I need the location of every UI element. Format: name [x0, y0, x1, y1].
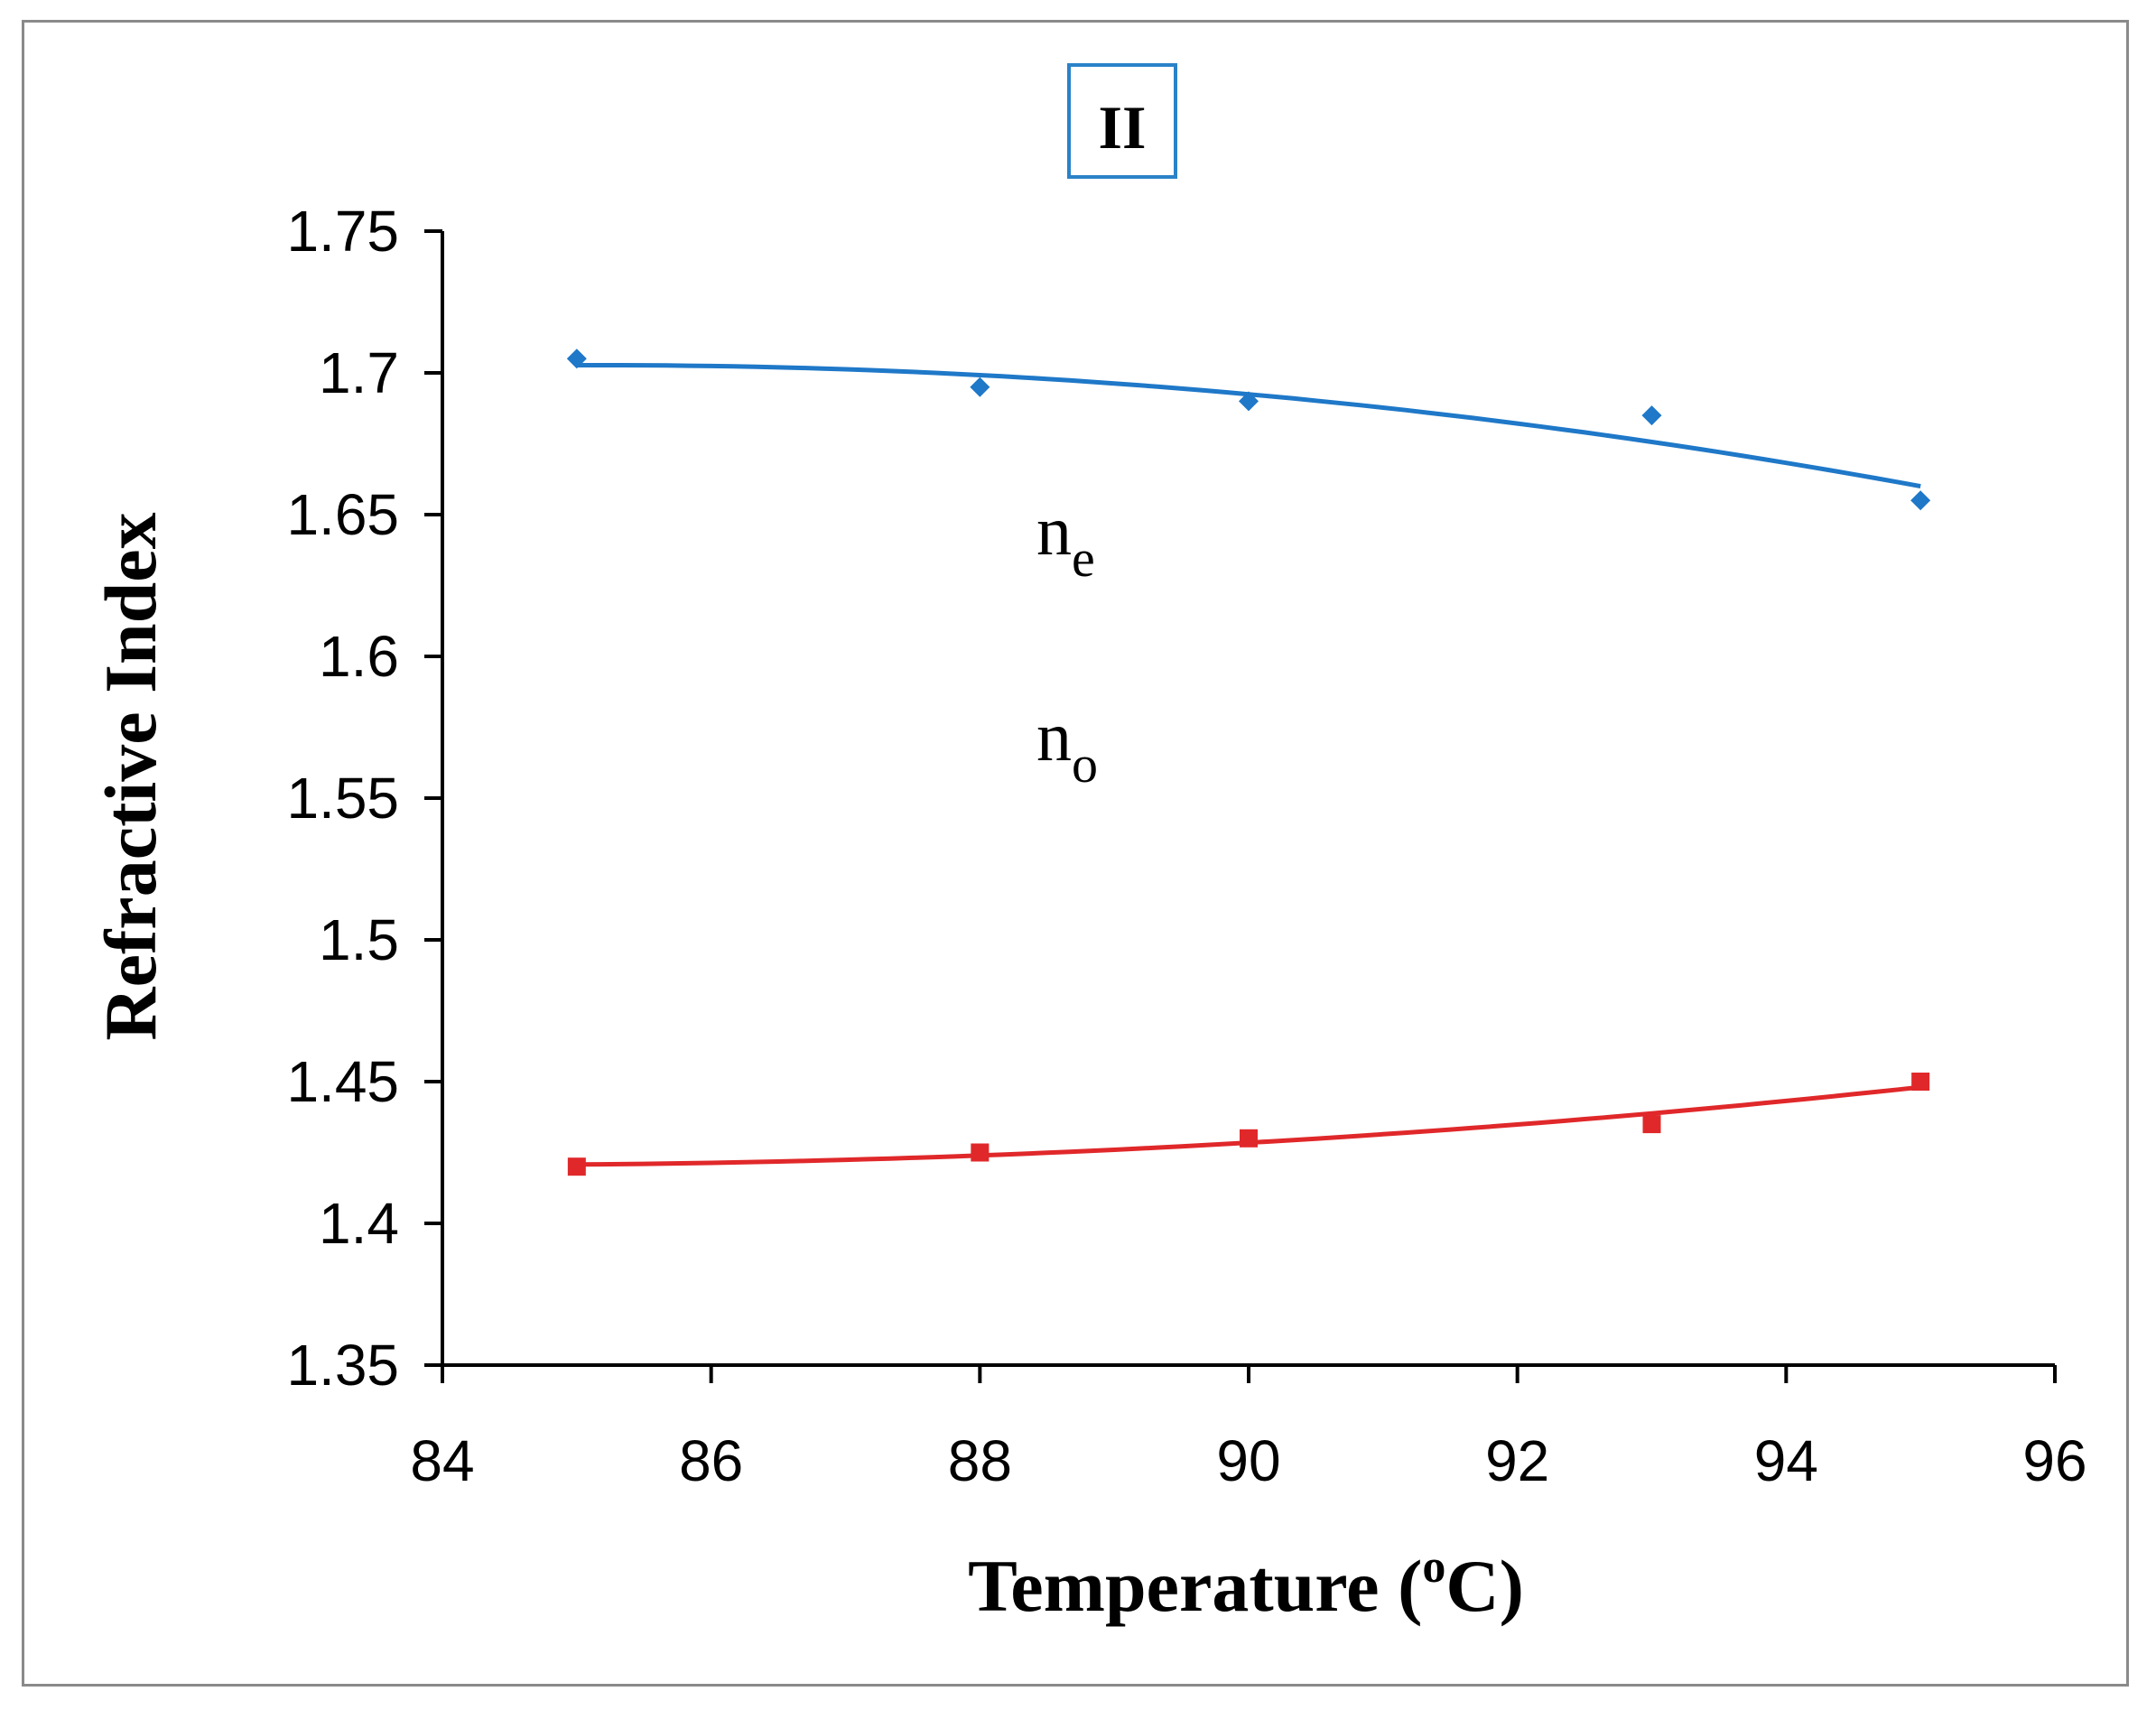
x-tick-label: 88 [948, 1428, 1012, 1493]
data-point-no [1911, 1073, 1930, 1091]
trendline-no [576, 1084, 1921, 1167]
series-label-no-sub: o [1072, 735, 1098, 794]
x-axis-title-sup: o [1422, 1541, 1445, 1593]
data-point-no [567, 1157, 586, 1176]
series-label-no: no [1036, 697, 1098, 794]
x-tick-label: 94 [1754, 1428, 1818, 1493]
data-point-ne [1641, 405, 1662, 426]
series-label-ne-main: n [1036, 491, 1072, 570]
x-tick-label: 90 [1216, 1428, 1280, 1493]
data-point-ne [970, 376, 990, 397]
x-tick-label: 84 [410, 1428, 474, 1493]
series-label-ne-sub: e [1072, 529, 1095, 588]
data-markers [566, 349, 1931, 1176]
y-tick-label: 1.45 [286, 1049, 399, 1114]
x-axis-title-main: Temperature ( [968, 1545, 1422, 1627]
panel-label-box [1067, 63, 1177, 179]
y-tick-label: 1.75 [286, 199, 399, 264]
data-point-ne [1239, 391, 1259, 412]
y-tick-label: 1.35 [286, 1333, 399, 1398]
trend-lines [576, 363, 1921, 1167]
y-tick-label: 1.7 [319, 340, 399, 405]
data-point-no [1240, 1129, 1258, 1148]
x-tick-label: 96 [2022, 1428, 2086, 1493]
y-tick-label: 1.55 [286, 766, 399, 831]
y-tick-label: 1.4 [319, 1191, 399, 1256]
x-axis-title: Temperature (oC) [968, 1541, 1524, 1627]
x-axis-ticks: 84 86 88 90 92 94 96 [410, 1365, 2087, 1493]
chart-title: II [1099, 93, 1147, 162]
data-point-ne [566, 349, 587, 369]
y-tick-label: 1.6 [319, 624, 399, 689]
series-label-ne: ne [1036, 491, 1095, 588]
x-tick-label: 92 [1485, 1428, 1549, 1493]
chart-frame [22, 20, 2129, 1687]
y-tick-label: 1.5 [319, 907, 399, 972]
data-point-ne [1910, 490, 1931, 511]
x-tick-label: 86 [679, 1428, 743, 1493]
y-tick-label: 1.65 [286, 482, 399, 547]
data-point-no [971, 1143, 990, 1162]
x-axis-title-unit: C) [1445, 1545, 1524, 1627]
trendline-ne [576, 363, 1921, 489]
data-point-no [1642, 1115, 1661, 1134]
y-axis-ticks: 1.35 1.4 1.45 1.5 1.55 1.6 1.65 1.7 1.75 [286, 199, 442, 1398]
y-axis-title: Refractive Index [89, 512, 172, 1040]
series-label-no-main: n [1036, 697, 1072, 776]
